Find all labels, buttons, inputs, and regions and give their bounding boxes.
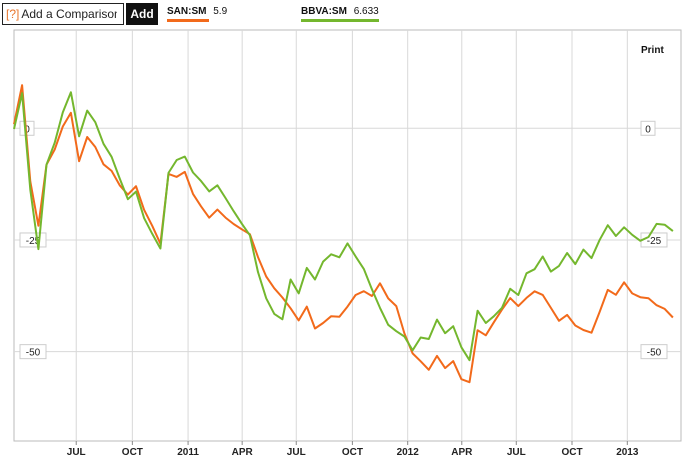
toolbar: [?] Add SAN:SM 5.9 BBVA:SM 6.633: [0, 0, 699, 30]
y-tick-label-right: -25: [647, 236, 662, 247]
comparison-search-box[interactable]: [?]: [2, 3, 124, 25]
x-tick-label: APR: [451, 447, 473, 458]
y-tick-label-right: 0: [645, 124, 651, 135]
y-tick-label-left: -50: [26, 348, 41, 359]
print-link[interactable]: Print: [641, 45, 664, 56]
x-tick-label: 2013: [616, 447, 639, 458]
legend-item-bbva[interactable]: BBVA:SM 6.633: [301, 6, 379, 22]
y-tick-label-left: 0: [24, 124, 30, 135]
comparison-input[interactable]: [21, 7, 118, 21]
y-tick-box-right: [640, 120, 656, 136]
legend-symbol: BBVA:SM: [301, 6, 347, 17]
plot-frame: [13, 29, 682, 442]
legend-value: 5.9: [213, 6, 228, 17]
legend-color-bar: [167, 19, 209, 22]
help-icon[interactable]: [?]: [6, 7, 20, 21]
x-tick-label: OCT: [122, 447, 143, 458]
x-tick-label: OCT: [342, 447, 363, 458]
series-line-bbva-sm: [13, 91, 674, 362]
x-tick-label: JUL: [67, 447, 86, 458]
x-tick-label: OCT: [561, 447, 582, 458]
y-tick-box-right: [640, 344, 668, 360]
legend-item-san[interactable]: SAN:SM 5.9: [167, 6, 228, 22]
x-tick-label: 2011: [177, 447, 199, 458]
y-tick-label-right: -50: [647, 348, 662, 359]
series-line-san-sm: [13, 84, 674, 384]
x-tick-label: JUL: [507, 447, 526, 458]
y-tick-label-left: -25: [26, 236, 41, 247]
x-tick-label: JUL: [287, 447, 306, 458]
legend-color-bar: [301, 19, 379, 22]
x-tick-label: 2012: [397, 447, 420, 458]
y-tick-box-left: [19, 344, 47, 360]
legend-symbol: SAN:SM: [167, 6, 207, 17]
add-comparison-button[interactable]: Add: [126, 3, 158, 25]
legend-value: 6.633: [353, 6, 379, 17]
x-tick-label: APR: [232, 447, 254, 458]
